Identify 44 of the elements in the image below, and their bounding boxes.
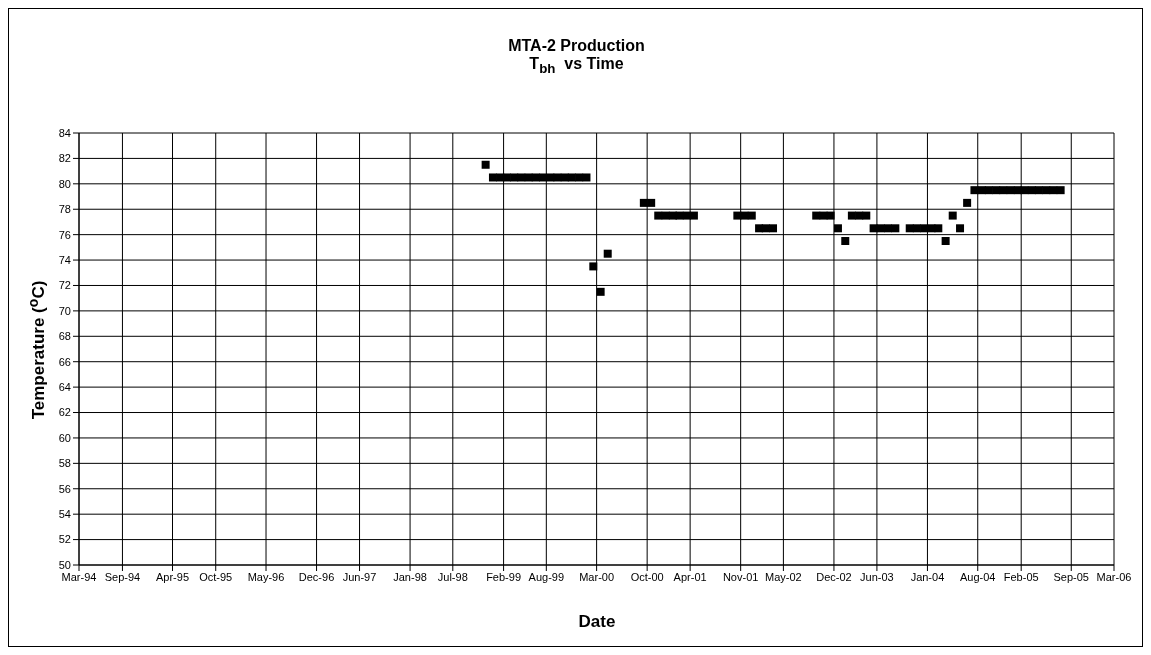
- y-tick-label: 78: [58, 203, 71, 216]
- x-tick-label: Aug-99: [528, 570, 565, 583]
- x-tick-label: Jun-03: [860, 570, 894, 583]
- x-tick-label: Jan-98: [393, 570, 427, 583]
- y-tick-label: 82: [58, 152, 71, 165]
- x-tick-label: Jan-04: [910, 570, 945, 583]
- x-tick-label: Dec-96: [298, 570, 335, 583]
- y-tick-label: 72: [58, 279, 71, 292]
- x-tick-label: Apr-95: [156, 570, 190, 583]
- x-tick-label: Sep-05: [1053, 570, 1089, 583]
- x-tick-label: Jul-98: [437, 570, 468, 583]
- x-axis-title: Date: [577, 612, 617, 632]
- y-tick-label: 68: [58, 330, 71, 343]
- y-tick-label: 74: [58, 253, 71, 266]
- y-tick-label: 64: [58, 381, 71, 394]
- y-tick-label: 52: [58, 533, 71, 546]
- y-tick-label: 70: [58, 304, 71, 317]
- chart-title: MTA-2 Production: [507, 37, 646, 55]
- x-tick-label: Aug-04: [960, 570, 996, 583]
- y-tick-label: 84: [58, 126, 71, 139]
- x-tick-label: Jun-97: [342, 570, 377, 583]
- y-tick-label: 50: [58, 558, 71, 571]
- y-tick-label: 60: [58, 431, 71, 444]
- y-tick-label: 80: [58, 177, 71, 190]
- y-tick-label: 66: [58, 355, 71, 368]
- x-tick-label: Mar-94: [61, 570, 97, 583]
- x-tick-label: Nov-01: [722, 570, 759, 583]
- chart-subtitle: T$_{bh}$ vs Time: [528, 55, 625, 77]
- y-tick-label: 54: [58, 508, 71, 521]
- x-tick-label: Oct-00: [630, 570, 664, 583]
- y-tick-label: 56: [58, 482, 71, 495]
- x-tick-label: Feb-99: [486, 570, 522, 583]
- x-tick-label: Mar-00: [579, 570, 615, 583]
- y-tick-label: 58: [58, 457, 71, 470]
- y-tick-label: 76: [58, 228, 71, 241]
- x-tick-label: Sep-94: [104, 570, 141, 583]
- y-tick-label: 62: [58, 406, 71, 419]
- x-tick-label: May-96: [247, 570, 285, 583]
- x-tick-label: Dec-02: [816, 570, 852, 583]
- x-tick-label: Feb-05: [1003, 570, 1039, 583]
- x-tick-label: Oct-95: [199, 570, 233, 583]
- x-tick-label: Apr-01: [673, 570, 707, 583]
- x-tick-label: May-02: [765, 570, 802, 583]
- x-tick-label: Mar-06: [1096, 570, 1132, 583]
